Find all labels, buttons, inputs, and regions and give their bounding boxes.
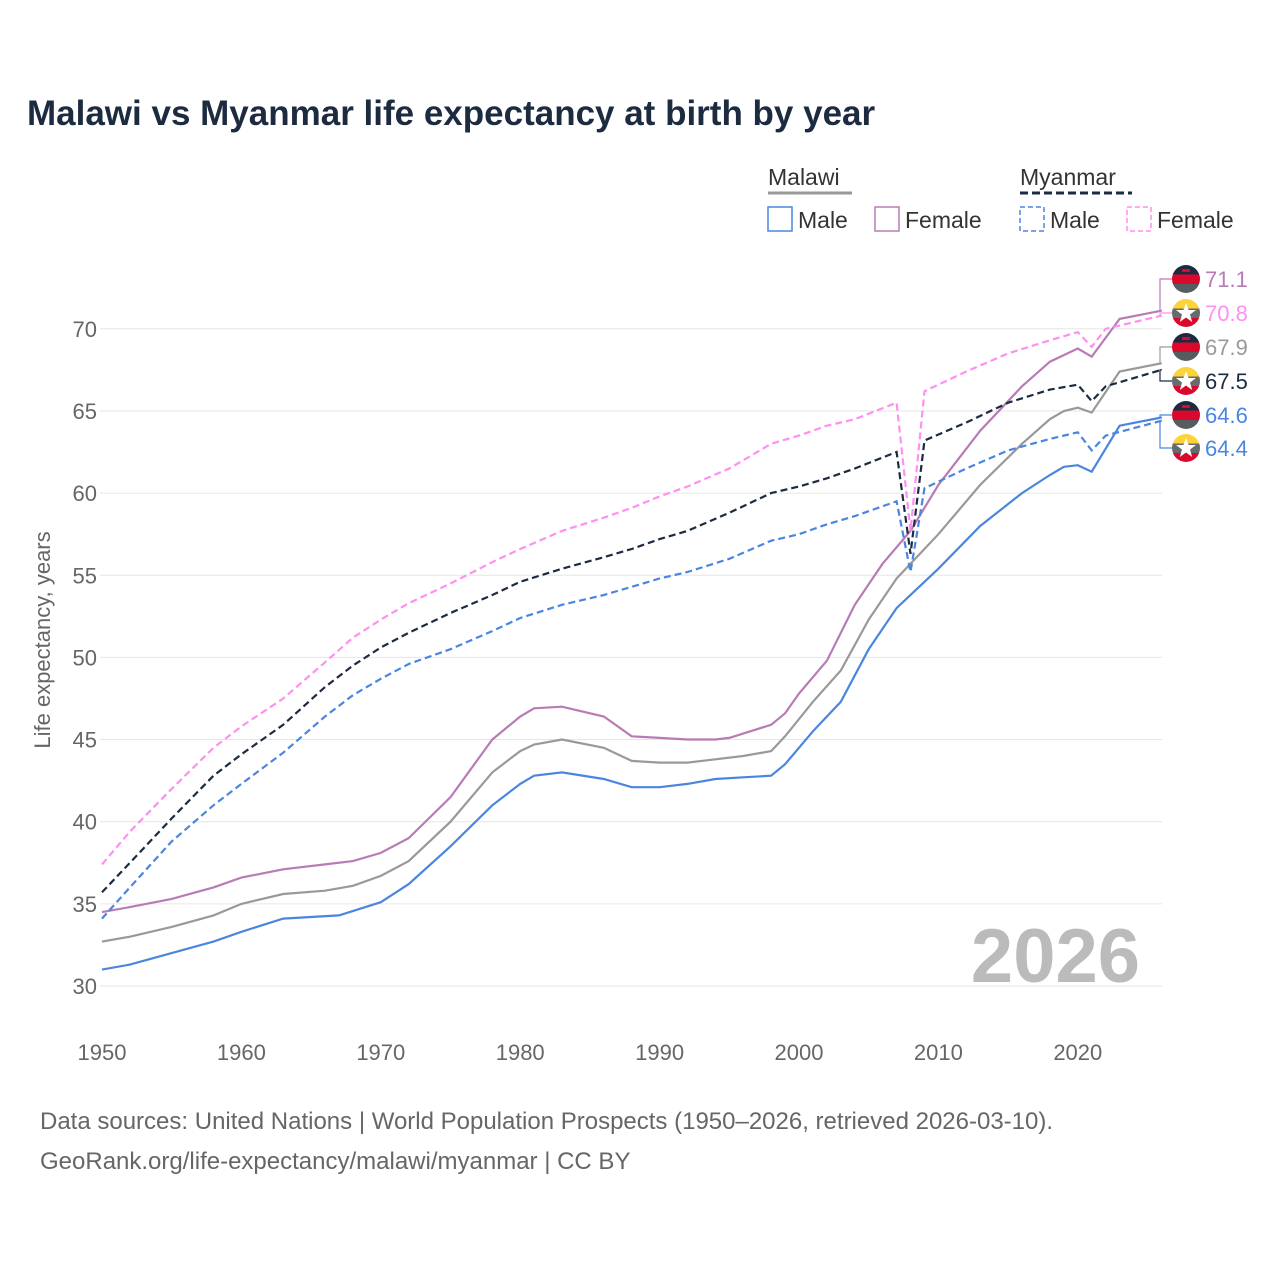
myanmar-flag-icon bbox=[1172, 299, 1200, 327]
y-tick-label: 40 bbox=[73, 810, 97, 835]
legend-swatch-female[interactable] bbox=[874, 206, 900, 232]
x-tick-label: 1960 bbox=[217, 1040, 266, 1065]
legend-swatch-male[interactable] bbox=[1019, 206, 1045, 232]
y-tick-label: 30 bbox=[73, 974, 97, 999]
y-tick-label: 45 bbox=[73, 728, 97, 753]
myanmar-flag-icon bbox=[1172, 367, 1200, 395]
x-tick-label: 2010 bbox=[914, 1040, 963, 1065]
end-value-label: 67.9 bbox=[1205, 335, 1248, 360]
malawi-flag-icon bbox=[1172, 265, 1200, 293]
legend-swatch-female[interactable] bbox=[1126, 206, 1152, 232]
label-connector bbox=[1159, 414, 1172, 419]
end-value-label: 67.5 bbox=[1205, 369, 1248, 394]
end-value-label: 64.6 bbox=[1205, 403, 1248, 428]
end-value-label: 71.1 bbox=[1205, 267, 1248, 292]
series-line-malawi bbox=[101, 362, 1162, 943]
series-line-myanmar-female bbox=[101, 314, 1162, 866]
label-connector bbox=[1159, 278, 1172, 312]
y-tick-label: 70 bbox=[73, 317, 97, 342]
series-line-myanmar-male bbox=[101, 419, 1162, 920]
year-watermark: 2026 bbox=[971, 914, 1140, 999]
y-tick-label: 50 bbox=[73, 645, 97, 670]
end-value-label: 64.4 bbox=[1205, 436, 1248, 461]
label-connector bbox=[1159, 369, 1172, 382]
x-tick-label: 2000 bbox=[775, 1040, 824, 1065]
y-tick-label: 65 bbox=[73, 399, 97, 424]
x-tick-label: 1950 bbox=[78, 1040, 127, 1065]
series-line-myanmar bbox=[101, 368, 1162, 894]
y-axis-label: Life expectancy, years bbox=[30, 531, 55, 748]
legend-group-title: Myanmar bbox=[1020, 164, 1116, 190]
legend-item-label[interactable]: Male bbox=[798, 207, 848, 233]
label-connector bbox=[1159, 312, 1172, 317]
y-tick-label: 55 bbox=[73, 563, 97, 588]
footer-url[interactable]: GeoRank.org/life-expectancy/malawi/myanm… bbox=[40, 1148, 631, 1175]
x-tick-label: 1980 bbox=[496, 1040, 545, 1065]
legend-item-label[interactable]: Female bbox=[905, 207, 982, 233]
end-value-label: 70.8 bbox=[1205, 301, 1248, 326]
label-connector bbox=[1159, 346, 1172, 364]
malawi-flag-icon bbox=[1172, 333, 1200, 361]
legend-swatch-male[interactable] bbox=[767, 206, 793, 232]
label-connector bbox=[1159, 420, 1172, 449]
y-tick-label: 35 bbox=[73, 892, 97, 917]
chart-title: Malawi vs Myanmar life expectancy at bir… bbox=[27, 94, 876, 133]
x-tick-label: 1990 bbox=[635, 1040, 684, 1065]
series-line-malawi-female bbox=[101, 309, 1162, 914]
legend-group-title: Malawi bbox=[768, 164, 840, 190]
malawi-flag-icon bbox=[1172, 401, 1200, 429]
legend-item-label[interactable]: Female bbox=[1157, 207, 1234, 233]
y-tick-label: 60 bbox=[73, 481, 97, 506]
footer-source: Data sources: United Nations | World Pop… bbox=[40, 1108, 1054, 1135]
myanmar-flag-icon bbox=[1172, 434, 1200, 462]
series-line-malawi-male bbox=[101, 416, 1162, 971]
x-tick-label: 2020 bbox=[1053, 1040, 1102, 1065]
legend-item-label[interactable]: Male bbox=[1050, 207, 1100, 233]
x-tick-label: 1970 bbox=[356, 1040, 405, 1065]
